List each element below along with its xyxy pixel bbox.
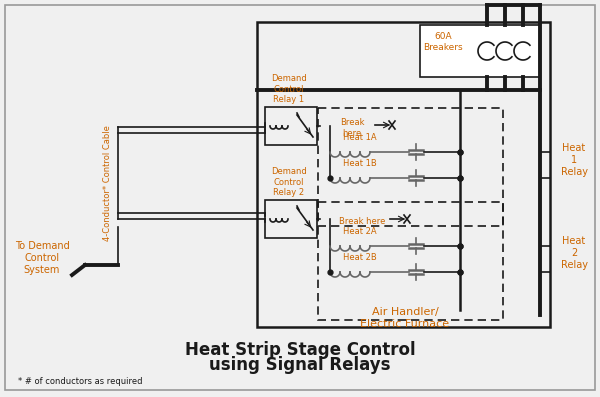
Text: Heat Strip Stage Control: Heat Strip Stage Control	[185, 341, 415, 359]
Text: Demand
Control
Relay 2: Demand Control Relay 2	[271, 167, 307, 197]
Text: Heat 2B: Heat 2B	[343, 253, 377, 262]
Bar	[318, 108, 503, 226]
Text: Heat 1B: Heat 1B	[343, 159, 377, 168]
Bar	[257, 22, 550, 327]
Text: 4-Conductor* Control Cable: 4-Conductor* Control Cable	[103, 125, 112, 241]
Text: Heat 2A: Heat 2A	[343, 227, 377, 236]
Text: 60A
Breakers: 60A Breakers	[423, 32, 463, 52]
Text: using Signal Relays: using Signal Relays	[209, 356, 391, 374]
Bar	[420, 25, 540, 77]
Text: Heat 1A: Heat 1A	[343, 133, 377, 142]
Text: Heat
1
Relay: Heat 1 Relay	[560, 143, 587, 177]
Text: Break here: Break here	[339, 218, 385, 227]
Text: * # of conductors as required: * # of conductors as required	[18, 378, 143, 387]
Bar	[265, 200, 317, 238]
Text: Heat
2
Relay: Heat 2 Relay	[560, 236, 587, 270]
Text: Break
here: Break here	[340, 118, 364, 138]
Text: To Demand
Control
System: To Demand Control System	[14, 241, 70, 275]
Text: Air Handler/
Electric Furnace: Air Handler/ Electric Furnace	[361, 307, 449, 329]
Bar	[265, 107, 317, 145]
Text: Demand
Control
Relay 1: Demand Control Relay 1	[271, 74, 307, 104]
Bar	[318, 202, 503, 320]
